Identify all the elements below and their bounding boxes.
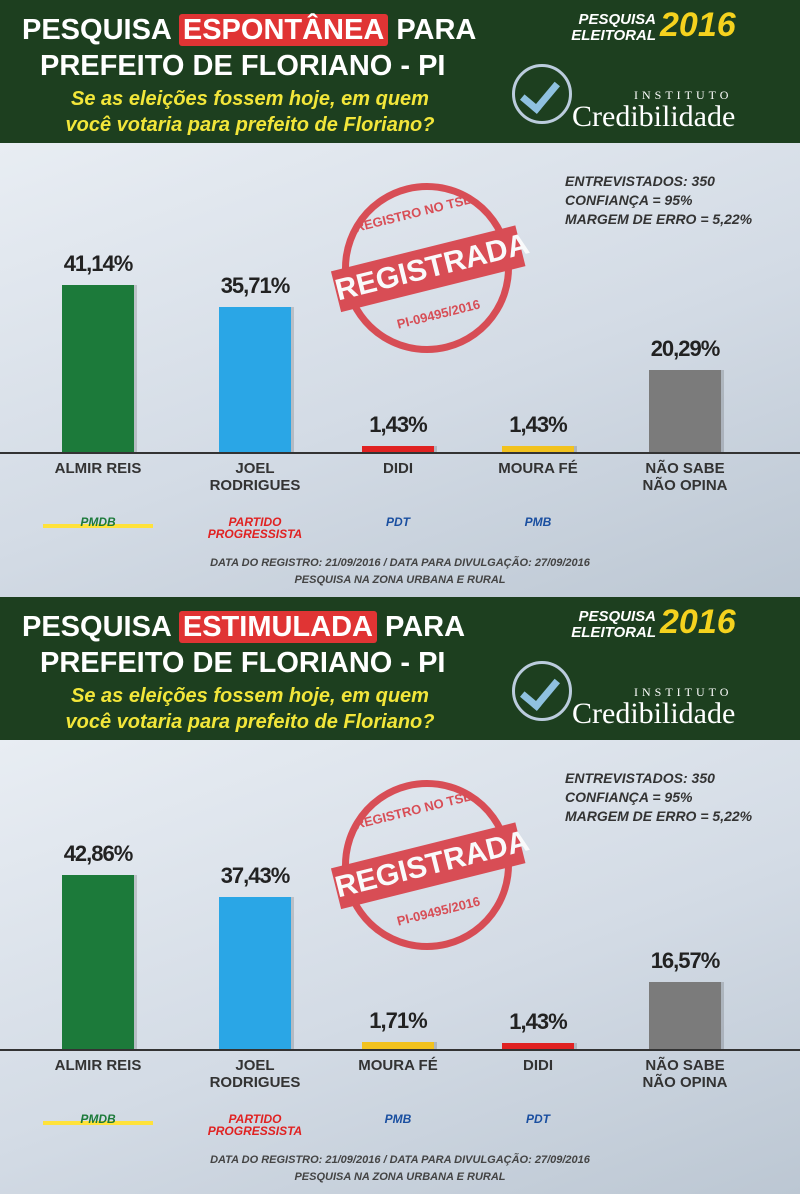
baseline	[0, 1049, 800, 1051]
party-logo: PDT	[526, 1112, 550, 1126]
category-label: NÃO SABE NÃO OPINA	[642, 460, 728, 494]
bar	[362, 446, 434, 452]
footer-line: DATA DO REGISTRO: 21/09/2016 / DATA PARA…	[210, 1154, 590, 1166]
bar	[62, 285, 134, 452]
value-label: 1,43%	[509, 412, 567, 438]
party-logo: PDT	[386, 515, 410, 529]
title: PESQUISA ESTIMULADA PARA	[22, 611, 465, 644]
category-label: ALMIR REIS	[54, 460, 142, 477]
category-label: JOEL RODRIGUES	[209, 460, 301, 494]
stamp-top: REGISTRO NO TSE	[353, 788, 474, 832]
check-icon	[512, 64, 572, 124]
value-label: 1,43%	[369, 412, 427, 438]
subtitle: você votaria para prefeito de Floriano?	[65, 711, 435, 733]
title-prefix: PESQUISA	[22, 611, 171, 643]
party-logo: PMB	[524, 515, 552, 529]
category-label: JOEL RODRIGUES	[209, 1057, 301, 1091]
baseline	[0, 452, 800, 454]
title-line: PREFEITO DE FLORIANO - PI	[40, 50, 446, 82]
subtitle: Se as eleições fossem hoje, em quem	[71, 685, 429, 707]
title-highlight: ESTIMULADA	[178, 611, 377, 643]
title-suffix: PARA	[396, 14, 477, 46]
institute: Credibilidade	[572, 697, 736, 730]
check-icon	[512, 661, 572, 721]
category-label: DIDI	[523, 1057, 553, 1074]
party-logo: PMB	[384, 1112, 412, 1126]
title-line: PREFEITO DE FLORIANO - PI	[40, 647, 446, 679]
value-label: 35,71%	[220, 273, 291, 299]
subtitle: você votaria para prefeito de Floriano?	[65, 114, 435, 136]
bar	[649, 981, 721, 1049]
chart-area: ENTREVISTADOS: 350 CONFIANÇA = 95% MARGEM …	[0, 740, 800, 1194]
footer-line: PESQUISA NA ZONA URBANA E RURAL	[294, 1171, 506, 1183]
stat-line: ENTREVISTADOS: 350	[565, 173, 715, 189]
category-label: MOURA FÉ	[358, 1057, 438, 1074]
header: PESQUISA ESPONTÂNEA PARA PREFEITO DE FLOR…	[0, 0, 800, 143]
stamp: REGISTRO NO TSE REGISTRADA PI-09495/2016	[323, 164, 532, 372]
party-logo: PARTIDO PROGRESSISTA	[207, 1112, 303, 1138]
header: PESQUISA ESTIMULADA PARA PREFEITO DE FLOR…	[0, 597, 800, 740]
title-prefix: PESQUISA	[22, 14, 171, 46]
bar	[62, 875, 134, 1049]
party-logo: PARTIDO PROGRESSISTA	[207, 515, 303, 541]
value-label: 37,43%	[220, 863, 291, 889]
badge-year: 2016	[660, 603, 736, 641]
category-label: MOURA FÉ	[498, 460, 578, 477]
check	[520, 72, 560, 114]
party-logo: PMDB	[43, 1113, 153, 1125]
bar	[649, 369, 721, 452]
stamp: REGISTRO NO TSE REGISTRADA PI-09495/2016	[323, 761, 532, 969]
bar	[219, 307, 291, 452]
institute-small: INSTITUTO	[634, 88, 733, 102]
bar	[502, 446, 574, 452]
title-suffix: PARA	[385, 611, 466, 643]
category-label: ALMIR REIS	[54, 1057, 142, 1074]
value-label: 42,86%	[63, 841, 134, 867]
stat-line: MARGEM DE ERRO = 5,22%	[565, 808, 753, 824]
stat-line: CONFIANÇA = 95%	[565, 789, 693, 805]
value-label: 20,29%	[650, 335, 721, 361]
party-logo: PMDB	[43, 516, 153, 528]
bar	[219, 897, 291, 1049]
panel: PESQUISA ESTIMULADA PARA PREFEITO DE FLOR…	[0, 597, 800, 1194]
badge-text: PESQUISA	[578, 608, 656, 625]
category-label: DIDI	[383, 460, 413, 477]
chart-area: ENTREVISTADOS: 350 CONFIANÇA = 95% MARGEM …	[0, 143, 800, 597]
bar	[362, 1042, 434, 1049]
institute-small: INSTITUTO	[634, 685, 733, 699]
value-label: 16,57%	[650, 947, 721, 973]
badge-text: ELEITORAL	[571, 27, 656, 44]
stamp-top: REGISTRO NO TSE	[353, 191, 474, 235]
title: PESQUISA ESPONTÂNEA PARA	[22, 14, 476, 47]
badge-text: ELEITORAL	[571, 624, 656, 641]
badge-year: 2016	[660, 6, 736, 44]
check	[520, 669, 560, 711]
badge-text: PESQUISA	[578, 11, 656, 28]
value-label: 1,71%	[369, 1008, 427, 1034]
stat-line: CONFIANÇA = 95%	[565, 192, 693, 208]
title-highlight: ESPONTÂNEA	[178, 14, 389, 46]
bar	[502, 1043, 574, 1049]
subtitle: Se as eleições fossem hoje, em quem	[71, 88, 429, 110]
stat-line: ENTREVISTADOS: 350	[565, 770, 715, 786]
footer-line: DATA DO REGISTRO: 21/09/2016 / DATA PARA…	[210, 557, 590, 569]
value-label: 1,43%	[509, 1009, 567, 1035]
category-label: NÃO SABE NÃO OPINA	[642, 1057, 728, 1091]
panel: PESQUISA ESPONTÂNEA PARA PREFEITO DE FLOR…	[0, 0, 800, 597]
stat-line: MARGEM DE ERRO = 5,22%	[565, 211, 753, 227]
value-label: 41,14%	[63, 251, 134, 277]
footer-line: PESQUISA NA ZONA URBANA E RURAL	[294, 574, 506, 586]
institute: Credibilidade	[572, 100, 736, 133]
